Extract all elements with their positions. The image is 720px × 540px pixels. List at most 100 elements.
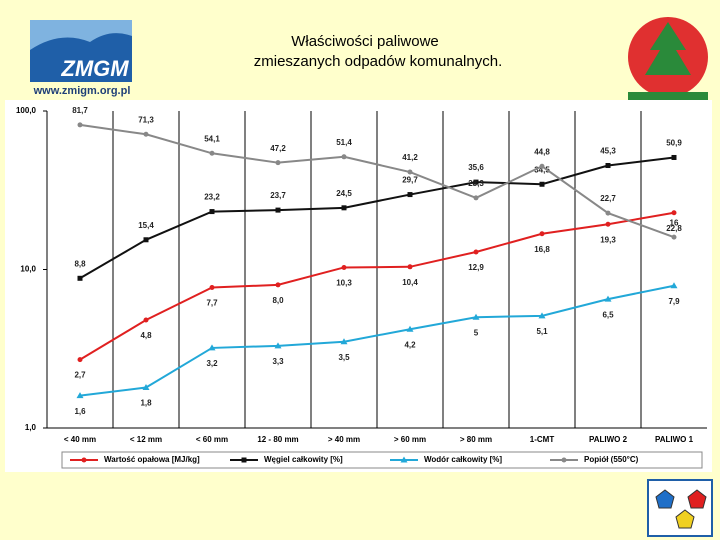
marker [472,313,480,320]
marker [407,169,413,175]
x-tick-label: < 60 mm [196,435,228,444]
marker [341,205,347,211]
data-label: 5 [474,328,479,337]
marker [142,384,150,391]
data-label: 22,8 [666,224,682,233]
marker [605,163,611,169]
icon-shape [655,489,675,509]
marker [538,312,546,319]
data-label: 3,5 [338,353,350,362]
chart-area [5,100,712,472]
data-label: 2,7 [74,371,86,380]
marker [209,209,215,215]
marker [275,282,281,288]
data-label: 1,6 [74,407,86,416]
data-label: 7,7 [206,299,218,308]
marker [539,163,545,169]
marker [209,150,215,156]
x-tick-label: PALIWO 1 [655,435,694,444]
data-label: 44,8 [534,147,550,156]
legend-box [61,451,703,469]
data-label: 41,2 [402,153,418,162]
marker [605,221,611,227]
marker [539,231,545,237]
data-label: 4,8 [140,331,152,340]
marker [209,284,215,290]
y-tick-label: 1,0 [25,423,37,432]
data-label: 16,8 [534,245,550,254]
marker [77,275,83,281]
marker [671,210,677,216]
data-label: 23,2 [204,193,220,202]
data-label: 19,3 [600,235,616,244]
data-label: 47,2 [270,144,286,153]
marker [473,195,479,201]
marker [400,456,408,463]
data-label: 45,3 [600,147,616,156]
data-label: 81,7 [72,106,88,115]
data-label: 54,1 [204,134,220,143]
x-tick-label: < 12 mm [130,435,162,444]
marker [76,392,84,399]
icon-shape [687,489,707,509]
data-label: 22,7 [600,194,616,203]
marker [473,249,479,255]
x-tick-label: < 40 mm [64,435,96,444]
data-label: 71,3 [138,115,154,124]
data-label: 51,4 [336,138,352,147]
title: Właściwości paliwowe [291,33,439,50]
data-label: 5,1 [536,327,548,336]
data-label: 15,4 [138,221,154,230]
logo-url: www.zmigm.org.pl [33,85,131,97]
legend-label: Wartość opałowa [MJ/kg] [104,455,200,464]
emblem-base [628,92,708,100]
series-line [79,211,675,361]
marker [406,325,414,332]
subtitle: zmieszanych odpadów komunalnych. [254,53,502,70]
marker [605,210,611,216]
data-label: 12,9 [468,263,484,272]
data-label: 8,0 [272,296,284,305]
marker [143,131,149,137]
data-label: 29,7 [402,176,418,185]
x-tick-label: > 60 mm [394,435,426,444]
marker [473,179,479,185]
data-label: 28,3 [468,179,484,188]
x-tick-label: > 80 mm [460,435,492,444]
icon-shape [675,509,695,529]
data-label: 34,5 [534,165,550,174]
data-label: 8,8 [74,259,86,268]
y-tick-label: 10,0 [20,265,36,274]
data-label: 50,9 [666,139,682,148]
marker [81,457,87,463]
y-tick-label: 100,0 [16,106,37,115]
logo-wave [30,20,132,50]
data-label: 3,2 [206,359,218,368]
marker [143,317,149,323]
legend-label: Wodór całkowity [%] [424,455,502,464]
marker [407,264,413,270]
data-label: 10,4 [402,278,418,287]
data-label: 16 [670,218,679,227]
marker [274,342,282,349]
marker [561,457,567,463]
emblem-tree [645,22,691,75]
marker [670,282,678,289]
marker [208,344,216,351]
marker [340,338,348,345]
marker [341,264,347,270]
plot: 1,0 10,0 100,0 < 40 mm < 12 mm < 60 mm 12 - 80… [16,106,707,469]
marker [671,234,677,240]
marker [275,160,281,166]
marker [143,237,149,243]
marker [539,181,545,187]
marker [671,154,677,160]
data-label: 6,5 [602,310,614,319]
marker [341,154,347,160]
marker [77,122,83,128]
logo-text: ZMGM [60,56,129,81]
x-tick-label: 1-CMT [530,435,555,444]
x-tick-label: > 40 mm [328,435,360,444]
